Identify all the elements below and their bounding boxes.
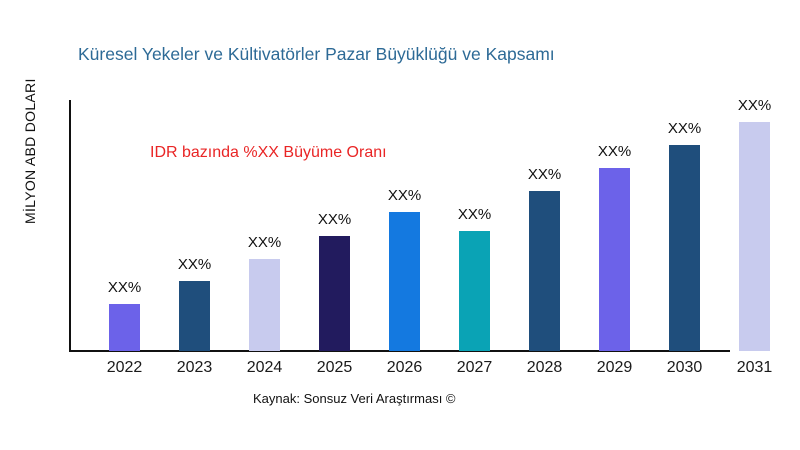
bar-2026 [389,212,420,351]
x-tick-label: 2024 [246,359,283,376]
bar-group-2024: XX% 2024 [247,100,283,376]
source-footer: Kaynak: Sonsuz Veri Araştırması © [253,391,456,406]
bar-group-2031: XX% 2031 [737,97,773,376]
bar-2024 [249,259,280,351]
bar-2028 [529,191,560,351]
x-tick-label: 2031 [736,359,773,376]
bar-2031 [739,122,770,351]
bar-value-label: XX% [527,166,562,183]
bar-2022 [109,304,140,351]
x-tick-label: 2026 [386,359,423,376]
bar-group-2025: XX% 2025 [317,100,353,376]
bar-group-2028: XX% 2028 [527,100,563,376]
bar-value-label: XX% [667,120,702,137]
x-axis-line [69,350,730,352]
x-tick-label: 2027 [456,359,493,376]
bar-2025 [319,236,350,351]
bar-value-label: XX% [457,206,492,223]
bar-group-2030: XX% 2030 [667,100,703,376]
bar-2027 [459,231,490,351]
y-axis-label: MİLYON ABD DOLARI [22,78,38,224]
bar-2029 [599,168,630,351]
x-tick-label: 2029 [596,359,633,376]
bar-2023 [179,281,210,351]
bar-2030 [669,145,700,351]
bar-group-2023: XX% 2023 [177,100,213,376]
bar-value-label: XX% [737,97,772,114]
bar-value-label: XX% [317,211,352,228]
chart-title: Küresel Yekeler ve Kültivatörler Pazar B… [78,44,555,64]
x-tick-label: 2022 [106,359,143,376]
bar-value-label: XX% [107,279,142,296]
x-tick-label: 2028 [526,359,563,376]
y-axis-line [69,100,71,352]
bar-group-2027: XX% 2027 [457,100,493,376]
bar-group-2022: XX% 2022 [107,100,143,376]
x-tick-label: 2025 [316,359,353,376]
bar-group-2029: XX% 2029 [597,100,633,376]
growth-rate-annotation: IDR bazında %XX Büyüme Oranı [150,144,387,161]
bar-value-label: XX% [387,187,422,204]
bar-value-label: XX% [597,143,632,160]
x-tick-label: 2023 [176,359,213,376]
x-tick-label: 2030 [666,359,703,376]
bar-value-label: XX% [247,234,282,251]
bar-group-2026: XX% 2026 [387,100,423,376]
plot-area: XX% 2022 XX% 2023 XX% 2024 XX% 2025 XX% 2026 XX% 20… [69,97,782,376]
bar-value-label: XX% [177,256,212,273]
